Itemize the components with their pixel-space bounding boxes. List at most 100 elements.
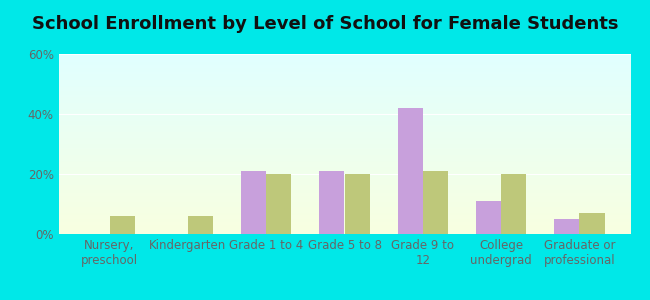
Bar <box>58 123 630 124</box>
Bar <box>58 223 630 224</box>
Bar <box>58 207 630 208</box>
Bar <box>58 198 630 199</box>
Bar <box>58 110 630 111</box>
Bar <box>58 57 630 58</box>
Bar <box>58 159 630 160</box>
Bar <box>58 114 630 115</box>
Bar <box>398 108 423 234</box>
Bar <box>58 152 630 153</box>
Bar <box>58 202 630 203</box>
Bar <box>58 86 630 87</box>
Bar <box>58 54 630 55</box>
Bar <box>344 174 370 234</box>
Bar <box>58 211 630 212</box>
Bar <box>58 81 630 82</box>
Bar <box>58 73 630 74</box>
Bar <box>58 93 630 94</box>
Bar <box>58 104 630 105</box>
Bar <box>58 129 630 130</box>
Bar <box>58 84 630 85</box>
Bar <box>58 133 630 134</box>
Bar <box>476 201 501 234</box>
Bar <box>58 166 630 167</box>
Bar <box>58 109 630 110</box>
Bar <box>58 112 630 113</box>
Bar <box>58 181 630 182</box>
Bar <box>579 213 604 234</box>
Bar <box>58 206 630 207</box>
Bar <box>58 157 630 158</box>
Bar <box>58 127 630 128</box>
Bar <box>58 105 630 106</box>
Bar <box>554 219 579 234</box>
Bar <box>58 88 630 89</box>
Bar <box>58 172 630 173</box>
Bar <box>58 212 630 213</box>
Bar <box>58 100 630 101</box>
Bar <box>58 169 630 170</box>
Bar <box>58 98 630 99</box>
Bar <box>58 208 630 209</box>
Bar <box>58 149 630 150</box>
Bar <box>188 216 213 234</box>
Bar <box>58 63 630 64</box>
Bar <box>58 75 630 76</box>
Bar <box>58 176 630 177</box>
Bar <box>58 228 630 229</box>
Bar <box>58 78 630 79</box>
Bar <box>58 220 630 221</box>
Bar <box>58 120 630 121</box>
Bar <box>58 182 630 183</box>
Bar <box>319 171 344 234</box>
Bar <box>58 126 630 127</box>
Bar <box>501 174 526 234</box>
Bar <box>58 69 630 70</box>
Bar <box>58 187 630 188</box>
Bar <box>58 193 630 194</box>
Bar <box>58 106 630 107</box>
Bar <box>58 154 630 155</box>
Bar <box>241 171 266 234</box>
Bar <box>58 171 630 172</box>
Bar <box>58 143 630 144</box>
Bar <box>58 184 630 185</box>
Bar <box>58 80 630 81</box>
Bar <box>58 134 630 135</box>
Bar <box>58 183 630 184</box>
Bar <box>58 108 630 109</box>
Bar <box>58 213 630 214</box>
Bar <box>58 153 630 154</box>
Bar <box>58 148 630 149</box>
Bar <box>58 233 630 234</box>
Bar <box>58 186 630 187</box>
Bar <box>58 185 630 186</box>
Bar <box>58 91 630 92</box>
Bar <box>58 60 630 61</box>
Bar <box>58 225 630 226</box>
Bar <box>58 90 630 91</box>
Bar <box>58 218 630 219</box>
Bar <box>58 83 630 84</box>
Bar <box>58 59 630 60</box>
Bar <box>58 125 630 126</box>
Bar <box>58 167 630 168</box>
Bar <box>58 101 630 102</box>
Bar <box>58 141 630 142</box>
Bar <box>58 122 630 123</box>
Bar <box>58 131 630 132</box>
Bar <box>58 173 630 174</box>
Bar <box>58 217 630 218</box>
Bar <box>58 72 630 73</box>
Bar <box>58 115 630 116</box>
Bar <box>58 203 630 204</box>
Bar <box>58 118 630 119</box>
Bar <box>58 136 630 137</box>
Bar <box>58 179 630 180</box>
Bar <box>58 140 630 141</box>
Bar <box>58 71 630 72</box>
Bar <box>58 191 630 192</box>
Bar <box>58 128 630 129</box>
Bar <box>58 103 630 104</box>
Bar <box>58 145 630 146</box>
Bar <box>58 94 630 95</box>
